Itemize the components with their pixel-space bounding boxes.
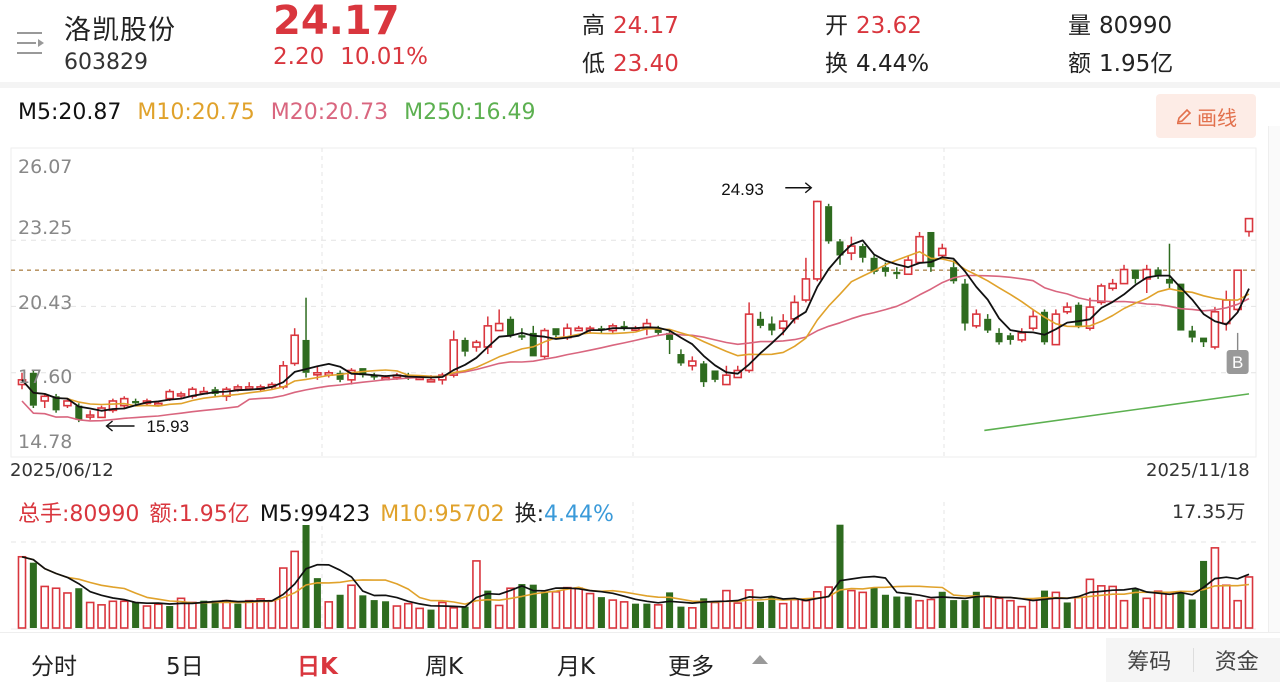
tab-5day[interactable]: 5日 bbox=[166, 654, 204, 680]
amount-label: 额 bbox=[1068, 51, 1091, 77]
open-stat: 开 23.62 bbox=[825, 6, 922, 40]
y-tick-label: 20.43 bbox=[18, 292, 73, 314]
tab-chips[interactable]: 筹码 bbox=[1127, 650, 1172, 675]
volume-value: 80990 bbox=[1099, 13, 1173, 39]
caret-up-icon[interactable] bbox=[752, 655, 768, 664]
ma-legend: M5:20.87 M10:20.75 M20:20.73 M250:16.49 bbox=[18, 100, 552, 125]
vol-ma10: M10:95702 bbox=[380, 502, 505, 527]
open-label: 开 bbox=[825, 13, 848, 39]
start-date: 2025/06/12 bbox=[10, 460, 114, 481]
ma5-value: M5:20.87 bbox=[18, 100, 122, 125]
high-annotation: 24.93 bbox=[721, 180, 764, 199]
volume-stat: 量 80990 bbox=[1068, 6, 1172, 40]
current-price: 24.17 bbox=[273, 0, 400, 44]
volume-max-label: 17.35万 bbox=[1172, 501, 1246, 523]
turnover-value: 4.44% bbox=[544, 502, 614, 527]
turnover-stat: 换 4.44% bbox=[825, 44, 929, 78]
amount-value: 1.95亿 bbox=[1099, 51, 1174, 77]
ma20-value: M20:20.73 bbox=[270, 100, 389, 125]
tab-more[interactable]: 更多 bbox=[668, 654, 714, 680]
quote-header: 洛凯股份 603829 24.17 2.20 10.01% 高 24.17 低 23.… bbox=[0, 0, 1280, 88]
open-value: 23.62 bbox=[856, 13, 922, 39]
tab-daily-k[interactable]: 日K bbox=[297, 654, 338, 680]
candlestick-chart[interactable]: 24.93 15.93 B bbox=[0, 145, 1262, 630]
ma250-value: M250:16.49 bbox=[404, 100, 536, 125]
high-stat: 高 24.17 bbox=[582, 6, 679, 40]
total-amount: 额:1.95亿 bbox=[149, 502, 250, 527]
change-amount: 2.20 bbox=[273, 44, 325, 70]
y-tick-label: 23.25 bbox=[18, 217, 73, 239]
period-tabs: 分时 5日 日K 周K 月K 更多 bbox=[0, 632, 1280, 682]
divider bbox=[1192, 648, 1194, 672]
side-panel-edge[interactable] bbox=[1268, 126, 1280, 632]
low-label: 低 bbox=[582, 51, 605, 77]
turnover-label: 换: bbox=[514, 502, 544, 527]
vol-ma5: M5:99423 bbox=[259, 502, 371, 527]
end-date: 2025/11/18 bbox=[1146, 460, 1250, 481]
draw-line-label: 画线 bbox=[1197, 105, 1237, 130]
tab-intraday[interactable]: 分时 bbox=[31, 654, 77, 680]
turnover-value: 4.44% bbox=[856, 51, 930, 77]
tab-monthly-k[interactable]: 月K bbox=[557, 654, 596, 680]
stock-name: 洛凯股份 bbox=[64, 15, 176, 46]
total-volume: 总手:80990 bbox=[18, 502, 140, 527]
amount-stat: 额 1.95亿 bbox=[1068, 44, 1173, 78]
draw-line-button[interactable]: 画线 bbox=[1156, 94, 1256, 138]
volume-label: 量 bbox=[1068, 13, 1091, 39]
low-stat: 低 23.40 bbox=[582, 44, 679, 78]
side-tabs: 筹码 资金 bbox=[1106, 638, 1280, 682]
low-value: 23.40 bbox=[613, 51, 679, 77]
buy-marker: B bbox=[1232, 353, 1243, 372]
change-percent: 10.01% bbox=[340, 44, 428, 70]
tab-weekly-k[interactable]: 周K bbox=[425, 654, 464, 680]
tab-funds[interactable]: 资金 bbox=[1214, 650, 1259, 675]
y-tick-label: 17.60 bbox=[18, 366, 73, 388]
stock-code: 603829 bbox=[64, 50, 148, 75]
high-label: 高 bbox=[582, 13, 605, 39]
y-tick-label: 14.78 bbox=[18, 431, 73, 453]
volume-legend: 总手:80990 额:1.95亿 M5:99423 M10:95702 换:4.44% bbox=[18, 496, 624, 528]
ma10-value: M10:20.75 bbox=[137, 100, 255, 125]
pencil-icon bbox=[1176, 108, 1192, 125]
high-value: 24.17 bbox=[613, 13, 679, 39]
turnover-label: 换 bbox=[825, 51, 848, 77]
price-change: 2.20 10.01% bbox=[273, 44, 444, 70]
y-tick-label: 26.07 bbox=[18, 156, 73, 178]
low-annotation: 15.93 bbox=[147, 417, 190, 436]
menu-arrow-icon[interactable] bbox=[16, 30, 48, 56]
